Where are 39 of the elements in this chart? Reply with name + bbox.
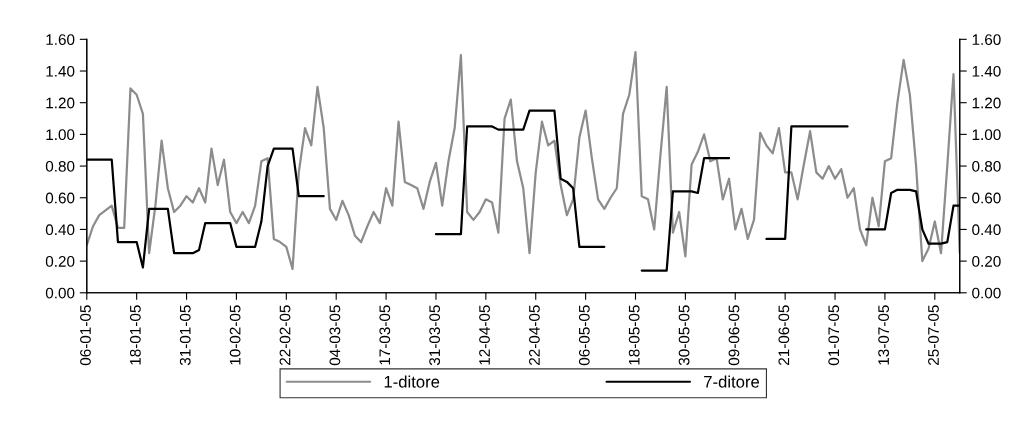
x-tick-label: 25-07-05 <box>928 305 939 365</box>
y-tick-label: 0.20 <box>45 255 75 267</box>
y2-tick-label: 0.40 <box>972 224 1001 236</box>
x-tick-label: 22-04-05 <box>529 305 540 365</box>
y-tick-label: 0.00 <box>45 287 75 299</box>
x-tick-label: 21-06-05 <box>778 305 790 365</box>
x-tick-label: 06-01-05 <box>80 305 91 366</box>
x-tick-label: 04-03-05 <box>329 305 341 366</box>
y-tick-label: 1.20 <box>46 97 75 109</box>
y2-tick-label: 0.00 <box>972 287 1001 299</box>
line-series <box>86 50 960 271</box>
y2-tick-label: 1.60 <box>972 34 1001 46</box>
x-tick-label: 22-02-05 <box>279 305 291 365</box>
y2-tick-label: 0.60 <box>972 192 1001 204</box>
x-tick-label: 06-05-05 <box>578 305 590 366</box>
y2-tick-label: 0.20 <box>972 255 1001 267</box>
y-tick-label: 1.00 <box>46 129 75 141</box>
x-tick-label: 09-06-05 <box>728 305 740 366</box>
x-tick-label: 01-07-05 <box>828 305 840 366</box>
x-tick-label: 10-02-05 <box>229 305 241 365</box>
y2-tick-label: 1.20 <box>972 97 1001 109</box>
legend-label: 7-ditore <box>704 375 760 388</box>
x-tick-label: 30-05-05 <box>678 305 690 366</box>
x-tick-label: 12-04-05 <box>479 305 490 365</box>
x-tick-label: 18-01-05 <box>129 305 141 365</box>
legend-label: 1-ditore <box>384 375 440 388</box>
y-tick-label: 1.40 <box>46 65 75 77</box>
y-tick-label: 1.60 <box>46 34 75 46</box>
x-tick-label: 31-01-05 <box>179 305 191 366</box>
y-tick-label: 0.60 <box>45 192 75 204</box>
y2-tick-label: 1.40 <box>972 65 1001 77</box>
x-tick-label: 18-05-05 <box>628 305 640 365</box>
x-tick-label: 31-03-05 <box>429 305 441 366</box>
x-tick-label: 13-07-05 <box>878 305 890 365</box>
y2-tick-label: 1.00 <box>972 129 1001 141</box>
x-tick-label: 17-03-05 <box>379 305 391 365</box>
y2-tick-label: 0.80 <box>972 160 1001 172</box>
y-tick-label: 0.40 <box>45 224 75 236</box>
y-tick-label: 0.80 <box>45 160 75 172</box>
